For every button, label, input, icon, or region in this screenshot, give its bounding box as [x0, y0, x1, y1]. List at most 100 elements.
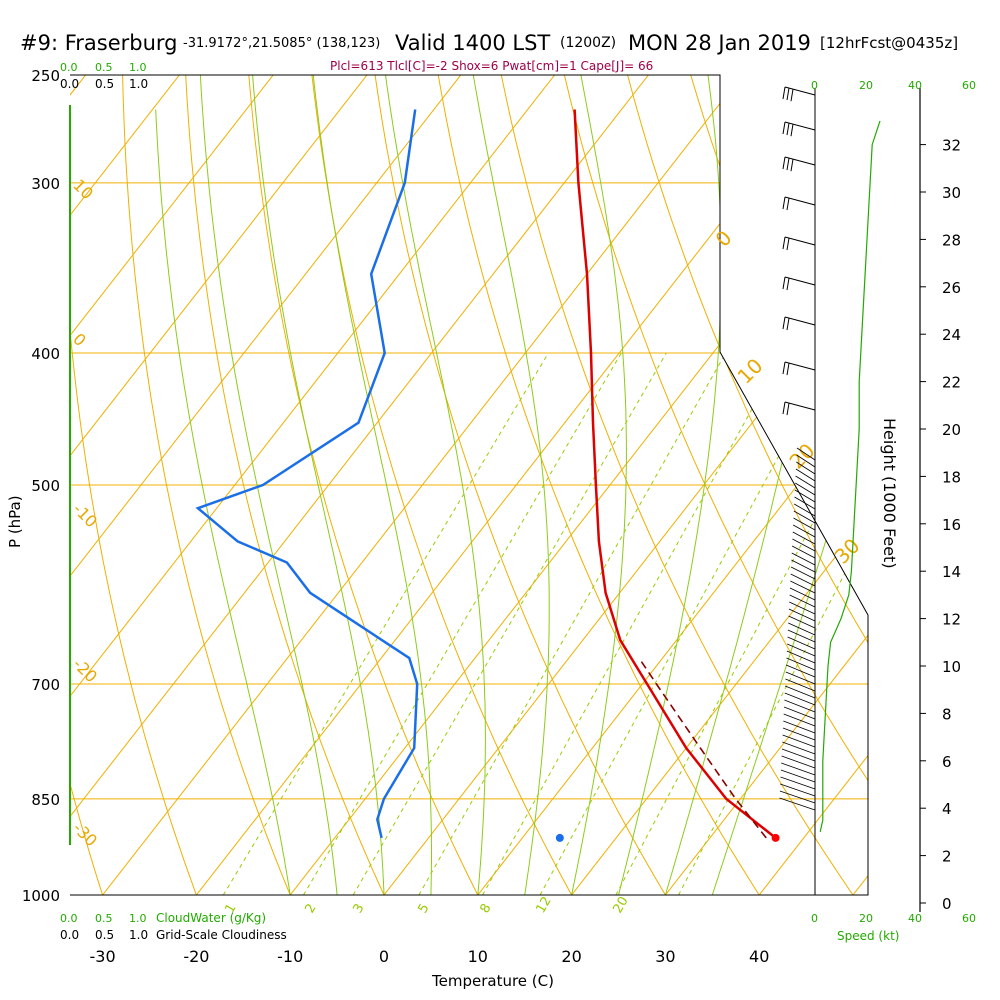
height-tick-24: 24	[942, 326, 961, 344]
wind-barb-low	[783, 706, 816, 720]
moist-adiabat-15	[453, 75, 550, 895]
wind-barb-low	[791, 552, 816, 566]
speed-bottom-20: 20	[859, 912, 873, 925]
wind-barb-low	[789, 587, 816, 601]
height-tick-2: 2	[942, 848, 952, 866]
mixing-ratio-label: 20	[610, 894, 631, 916]
wind-barb-low	[780, 769, 816, 783]
surface-dewpoint-marker	[555, 833, 564, 842]
wind-barb-low	[787, 643, 816, 657]
wind-barb-low	[792, 524, 816, 538]
cloudiness-scale-0-bottom: 0.0	[60, 928, 79, 942]
wind-barb-low	[793, 517, 816, 531]
valid-time: Valid 1400 LST	[395, 31, 550, 55]
wind-barb-low	[796, 454, 816, 468]
mixing-line-1	[222, 352, 549, 895]
isotherm--100	[70, 75, 189, 895]
wind-barb-feather	[786, 318, 790, 331]
cloudiness-scale-2-bottom: 1.0	[129, 928, 148, 942]
temp-tick-40: 40	[749, 947, 769, 966]
pressure-tick-250: 250	[31, 67, 60, 85]
speed-top-40: 40	[908, 79, 922, 92]
wind-barb-low	[795, 468, 816, 482]
wind-layer	[779, 86, 881, 833]
wind-barb-feather	[786, 198, 790, 211]
isotherm-label: -20	[69, 654, 101, 686]
wind-barb	[784, 86, 816, 96]
dry-adiabat-60	[537, 75, 868, 895]
x-axis-title: Temperature (C)	[431, 972, 554, 990]
dry-adiabat-30	[359, 75, 684, 895]
wind-barb-low	[783, 720, 816, 734]
wind-barb-low	[789, 601, 816, 615]
wind-barb-low	[790, 573, 816, 587]
wind-barb	[784, 156, 816, 166]
height-tick-20: 20	[942, 421, 961, 439]
wind-barb-feather	[790, 159, 794, 172]
wind-barb-low	[787, 636, 816, 650]
height-tick-10: 10	[942, 658, 961, 676]
wind-barb-low	[794, 489, 816, 503]
wind-barb-low	[789, 594, 816, 608]
dry-adiabat--10	[121, 75, 303, 895]
isotherm--50	[70, 75, 658, 895]
wind-barb-low	[790, 580, 816, 594]
utc-time: (1200Z)	[560, 35, 616, 51]
wind-barb-low	[788, 615, 816, 629]
height-tick-14: 14	[942, 563, 961, 581]
cloudiness-scale-0-top: 0.0	[60, 77, 79, 91]
pressure-tick-500: 500	[31, 477, 60, 495]
isotherm--30	[102, 75, 846, 895]
height-tick-22: 22	[942, 374, 961, 392]
mixing-ratio-label: 8	[477, 901, 494, 916]
wind-barb-feather	[786, 278, 790, 291]
mixing-line-3	[352, 352, 667, 895]
wind-barb-feather	[782, 401, 786, 415]
height-tick-28: 28	[942, 231, 961, 249]
surface-temperature-marker	[771, 833, 780, 842]
wind-barb-low	[790, 566, 816, 580]
wind-barb-feather	[782, 121, 786, 135]
wind-barb-feather	[790, 124, 794, 137]
pressure-tick-300: 300	[31, 175, 60, 193]
temp-tick-30: 30	[655, 947, 675, 966]
wind-barb-low	[788, 622, 816, 636]
forecast-date: MON 28 Jan 2019	[628, 31, 811, 55]
cloudwater-scale-0-bottom: 0.0	[60, 912, 78, 925]
wind-barb-low	[793, 510, 816, 524]
isotherm--70	[70, 75, 471, 895]
pressure-tick-1000: 1000	[22, 887, 60, 905]
wind-barb-low	[785, 664, 816, 678]
wind-barb-feather	[782, 236, 786, 250]
wind-barb	[784, 316, 816, 326]
wind-barb	[784, 276, 816, 286]
wind-barb-feather	[782, 86, 786, 100]
temp-tick-10: 10	[468, 947, 488, 966]
wind-barb-feather	[786, 363, 790, 376]
isotherm-20	[571, 75, 868, 895]
series-parcel	[638, 657, 767, 839]
wind-barb	[784, 361, 816, 371]
wind-barb-low	[782, 734, 816, 748]
wind-barb-low	[796, 447, 816, 461]
moist-adiabat--5	[198, 75, 338, 895]
wind-barb-low	[780, 783, 816, 797]
speed-bottom-40: 40	[908, 912, 922, 925]
wind-barb	[784, 236, 816, 246]
wind-barb	[784, 196, 816, 206]
wind-barb-low	[785, 671, 816, 685]
cloudwater-scale-2-bottom: 1.0	[129, 912, 147, 925]
wind-barb-low	[781, 755, 816, 769]
wind-barb-low	[788, 608, 816, 622]
wind-barb-feather	[782, 276, 786, 290]
speed-top-20: 20	[859, 79, 873, 92]
cloudiness-scale-2-top: 1.0	[129, 77, 148, 91]
y-axis-title: P (hPa)	[6, 495, 24, 548]
isotherm-label: -30	[69, 818, 101, 850]
wind-barb-low	[786, 657, 816, 671]
moist-adiabat-5	[302, 75, 432, 895]
temp-tick--30: -30	[90, 947, 116, 966]
wind-barb-low	[780, 776, 816, 790]
